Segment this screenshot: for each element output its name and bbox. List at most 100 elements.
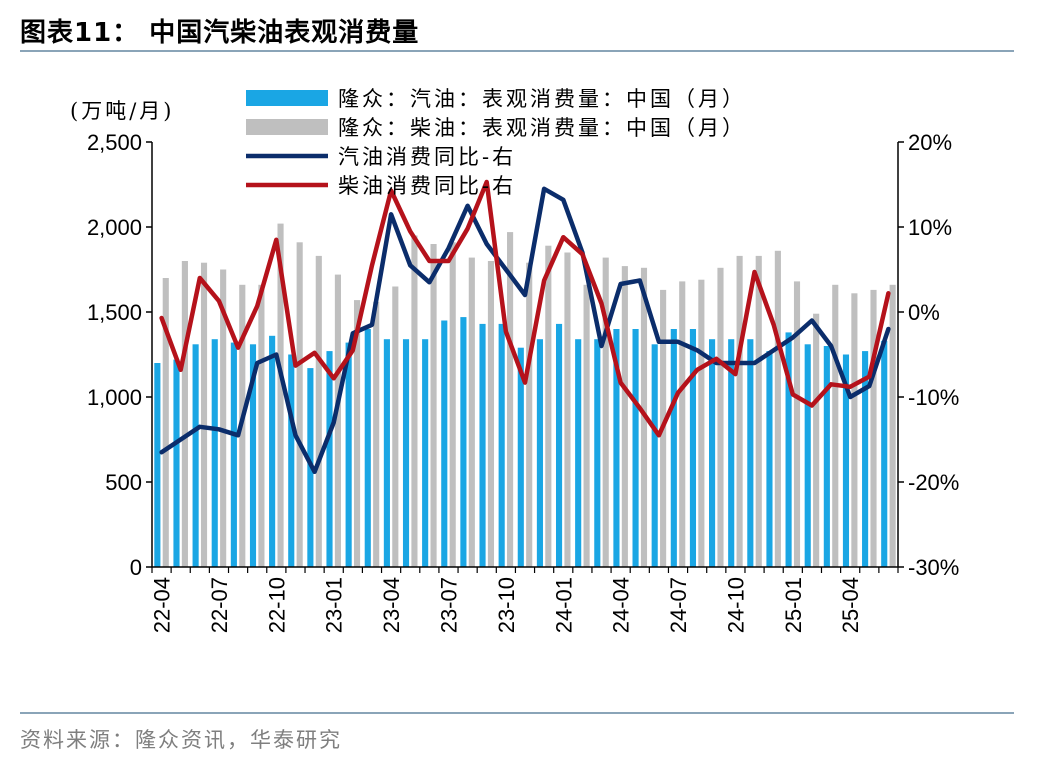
left-tick-label: 1,000 (87, 385, 142, 410)
left-tick-label: 2,000 (87, 215, 142, 240)
diesel-bar (755, 255, 762, 567)
diesel-bar (507, 232, 514, 567)
diesel-bar (602, 257, 609, 567)
diesel-bar (373, 301, 380, 567)
left-tick-label: 2,500 (87, 130, 142, 155)
gasoline-bar (422, 339, 429, 567)
x-tick-label: 24-10 (723, 577, 748, 633)
diesel-bar (621, 266, 628, 567)
x-tick-label: 23-10 (494, 577, 519, 633)
gasoline-bar (364, 329, 371, 567)
gasoline-bar (498, 323, 505, 567)
gasoline-bar (402, 339, 410, 567)
diesel-bar (526, 262, 533, 567)
diesel-bar (545, 245, 552, 567)
x-tick-label: 22-10 (264, 577, 289, 633)
chart-header: 图表11： 中国汽柴油表观消费量 (20, 10, 1020, 50)
diesel-bar (315, 255, 322, 567)
x-tick-label: 24-07 (666, 577, 691, 633)
x-tick-label: 24-04 (609, 577, 634, 633)
diesel-bar (411, 235, 418, 567)
diesel-bar (736, 255, 743, 567)
gasoline-bar (269, 335, 276, 567)
diesel-bar (468, 257, 475, 567)
x-tick-label: 23-07 (436, 577, 461, 633)
x-tick-label: 22-07 (207, 577, 232, 633)
diesel-bar (774, 250, 781, 568)
gasoline-bar (192, 344, 199, 567)
legend-diesel-swatch (246, 119, 328, 135)
right-tick-label: -20% (908, 470, 959, 495)
gasoline-bar (230, 342, 237, 567)
x-tick-label: 25-01 (781, 577, 806, 633)
left-tick-label: 1,500 (87, 300, 142, 325)
gasoline-bar (881, 340, 888, 567)
top-divider (20, 50, 1014, 52)
diesel-bar (258, 284, 265, 567)
legend-label: 汽油消费同比-右 (338, 145, 516, 169)
gasoline-bar (823, 346, 830, 567)
diesel-bar (277, 223, 284, 567)
gasoline-bar (211, 339, 218, 567)
diesel-bar (353, 300, 361, 567)
y-left-unit-label: (万吨/月) (70, 99, 174, 123)
right-tick-label: -30% (908, 555, 959, 580)
gasoline-yoy-line (159, 186, 891, 475)
legend-label: 隆众：柴油：表观消费量：中国（月） (338, 116, 746, 140)
gasoline-bar (804, 344, 811, 567)
diesel-bar (296, 242, 303, 568)
gasoline-bar (632, 329, 639, 567)
diesel-bar (449, 242, 456, 568)
gasoline-bar (842, 354, 850, 567)
diesel-bar (334, 274, 341, 567)
gasoline-bar (594, 339, 601, 567)
diesel-bar (200, 262, 208, 567)
gasoline-bar (747, 339, 754, 567)
gasoline-bar (689, 329, 697, 567)
legend-label: 隆众：汽油：表观消费量：中国（月） (338, 87, 746, 111)
gasoline-bar (345, 342, 352, 567)
diesel-bar (181, 261, 188, 567)
legend-label: 柴油消费同比-右 (338, 174, 516, 198)
gasoline-bar (536, 339, 543, 567)
gasoline-bar (460, 317, 467, 567)
diesel-bar (870, 289, 877, 567)
gasoline-bar (613, 329, 620, 567)
left-tick-label: 500 (105, 470, 142, 495)
gasoline-bar (441, 320, 448, 567)
gasoline-bar (709, 339, 716, 567)
source-note: 资料来源：隆众资讯，华泰研究 (20, 728, 342, 752)
chart-title: 图表11： 中国汽柴油表观消费量 (20, 18, 420, 48)
right-tick-label: 10% (908, 215, 952, 240)
right-tick-label: 20% (908, 130, 952, 155)
gasoline-bar (288, 354, 295, 567)
x-tick-label: 25-04 (838, 577, 863, 633)
gasoline-bar (766, 351, 773, 567)
x-tick-label: 23-01 (322, 577, 347, 633)
legend-gasoline-swatch (246, 90, 328, 106)
right-tick-label: 0% (908, 300, 940, 325)
diesel-bar (220, 269, 227, 567)
x-tick-label: 22-04 (150, 577, 175, 633)
gasoline-bar (479, 323, 486, 567)
gasoline-bar (670, 329, 677, 567)
diesel-bar (487, 261, 495, 567)
diesel-bar (430, 244, 437, 567)
gasoline-bar (173, 359, 180, 567)
gasoline-bar (728, 339, 735, 567)
diesel-bar (583, 284, 590, 567)
diesel-bar (889, 284, 896, 567)
gasoline-bar (154, 363, 161, 567)
diesel-bar (698, 279, 705, 567)
right-tick-label: -10% (908, 385, 959, 410)
diesel-bar (793, 281, 801, 567)
gasoline-bar (651, 344, 658, 567)
gasoline-bar (575, 339, 582, 567)
diesel-bar (717, 267, 724, 567)
diesel-bar (832, 284, 839, 567)
diesel-bar (679, 281, 686, 567)
gasoline-bar (785, 332, 792, 567)
gasoline-bar (383, 339, 390, 567)
x-tick-label: 24-01 (551, 577, 576, 633)
